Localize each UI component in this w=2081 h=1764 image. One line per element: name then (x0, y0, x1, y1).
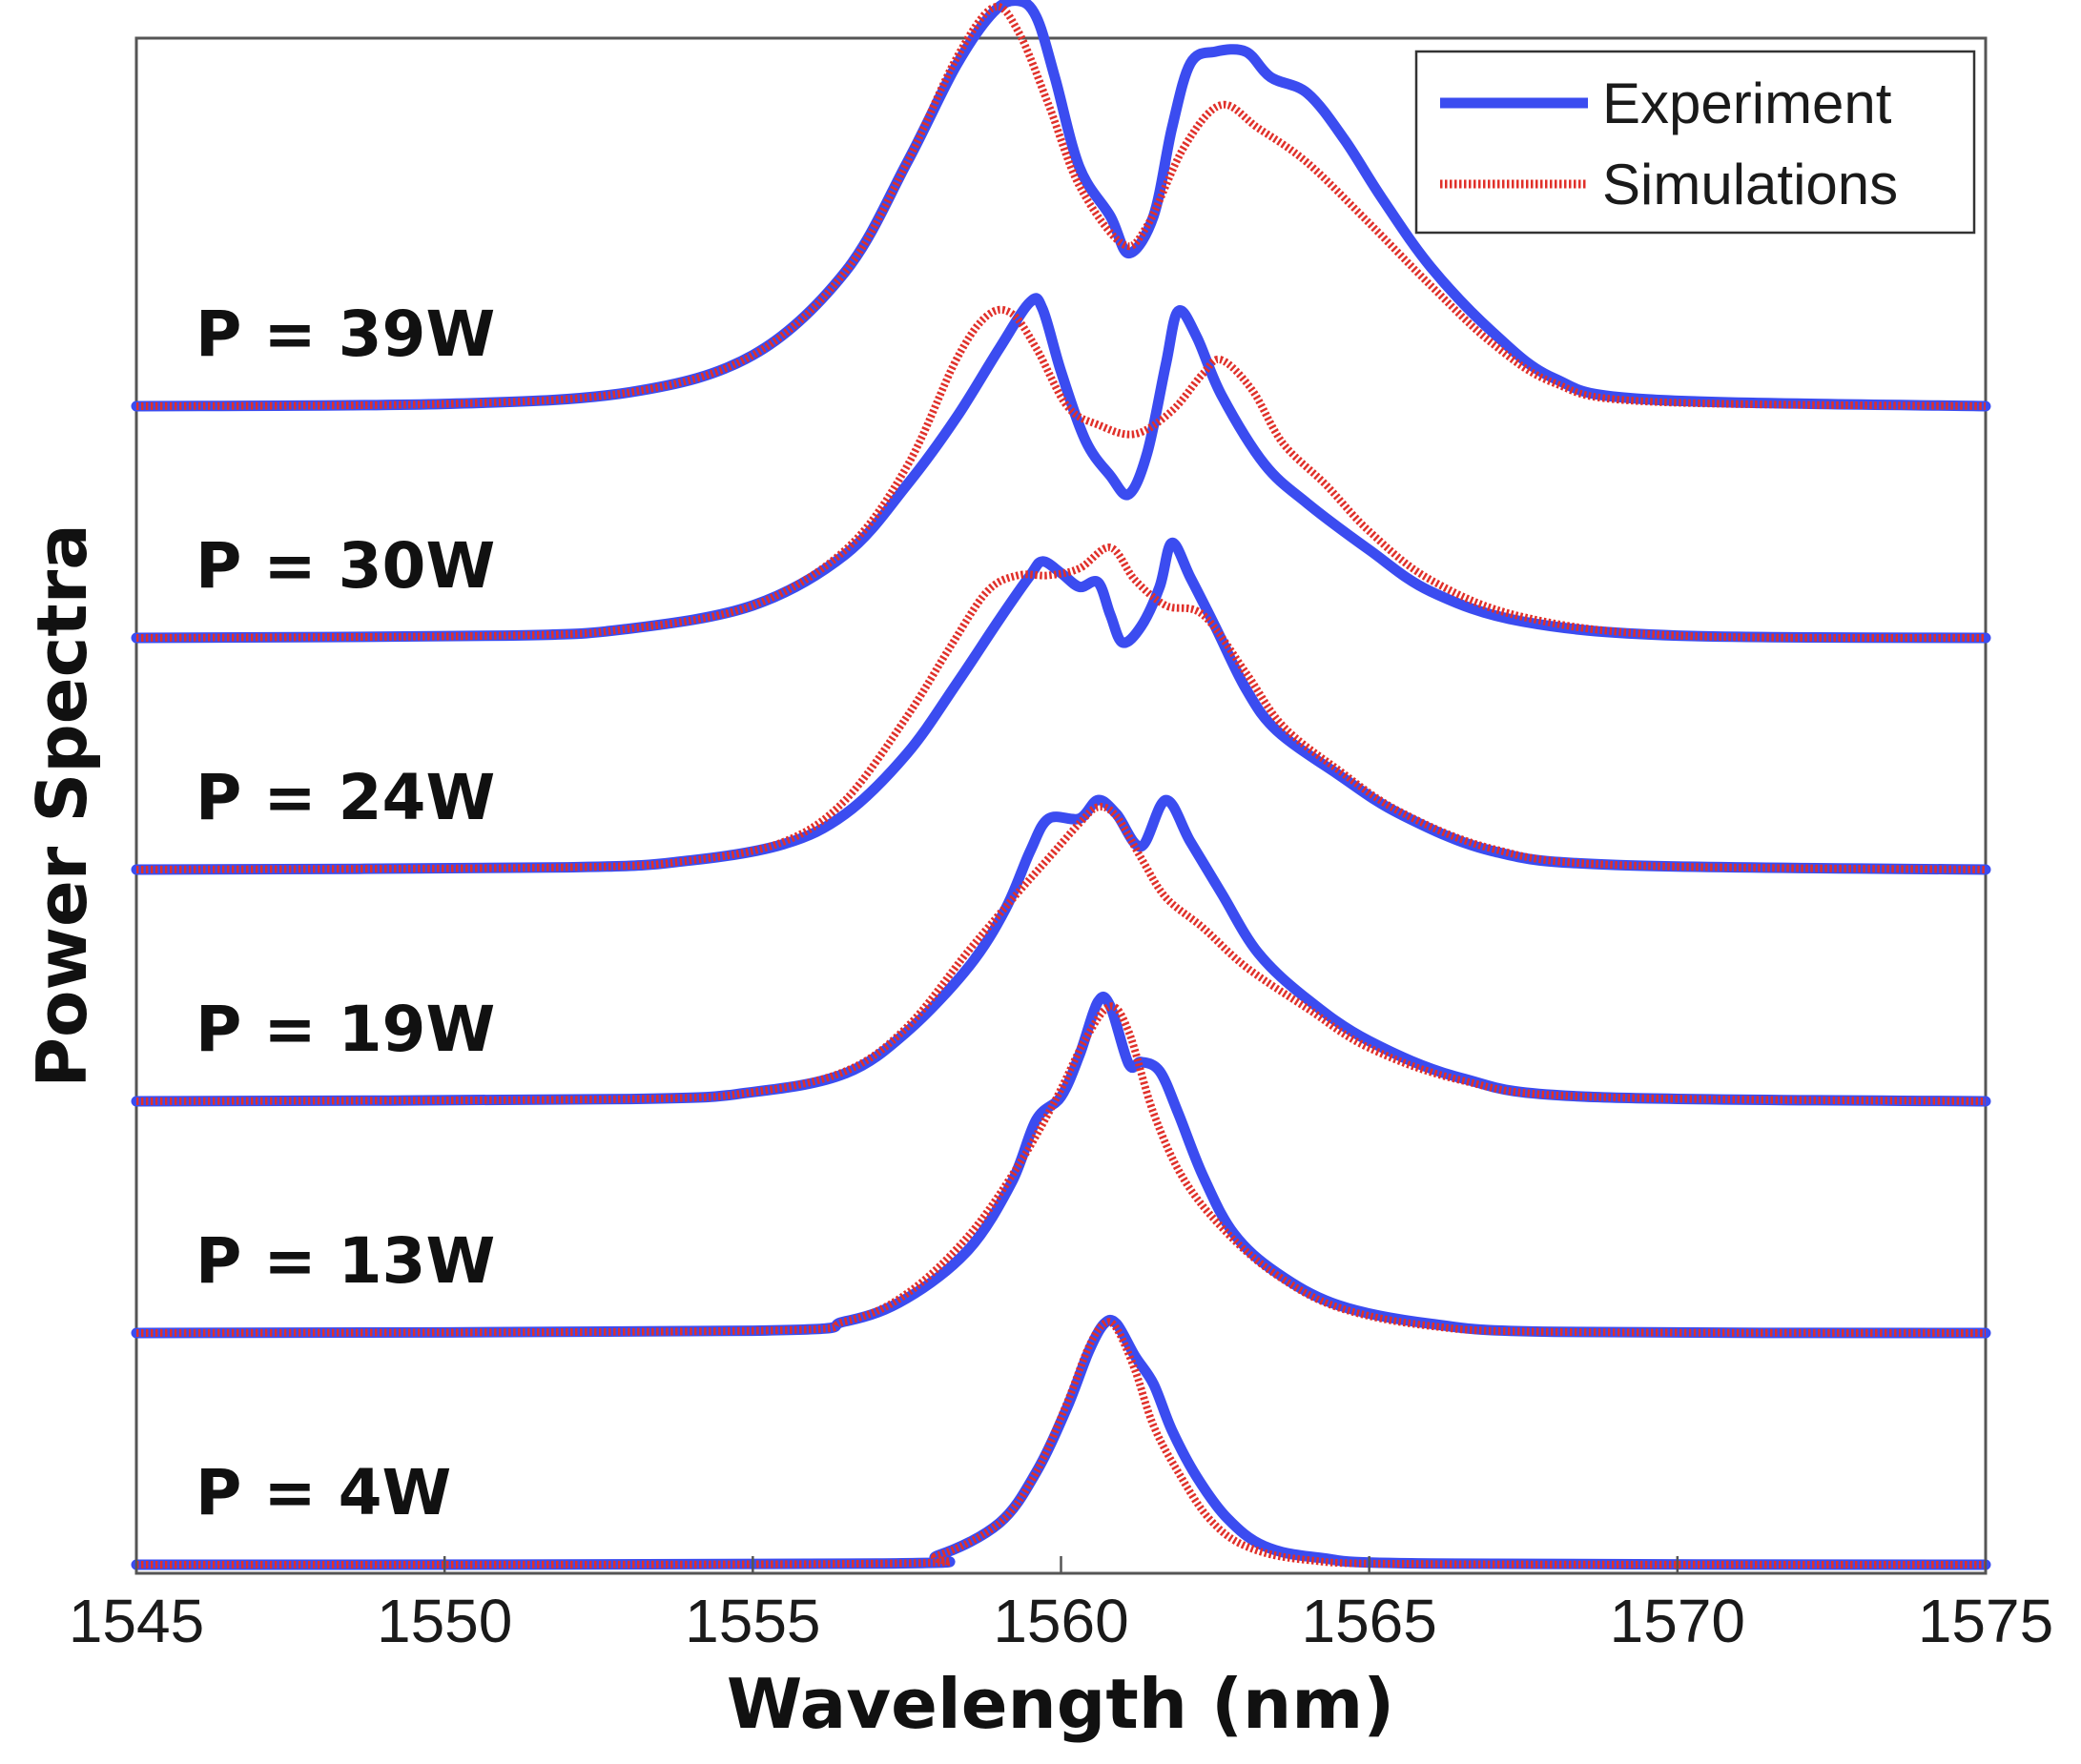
trace-label-p-13w: P = 13W (196, 1224, 495, 1298)
simulation-line-p-30w (135, 305, 1987, 643)
trace-label-p-24w: P = 24W (196, 761, 495, 834)
simulation-line-p-19w (135, 803, 1987, 1105)
experiment-line-p-30w (131, 293, 1991, 644)
legend-box (1414, 50, 1976, 235)
x-axis-ticks: 1545 1550 1555 1560 1565 1570 1575 (69, 1556, 2053, 1655)
trace-label-p-4w: P = 4W (196, 1456, 451, 1529)
simulation-line-p-39w (135, 2, 1987, 410)
x-tick-label-1560: 1560 (993, 1587, 1128, 1655)
simulation-line-p-4w (135, 1318, 1987, 1569)
legend-simulation-label: Simulations (1602, 153, 1898, 216)
plot-frame (134, 36, 1988, 1575)
trace-label-p-39w: P = 39W (196, 297, 495, 371)
x-tick-label-1575: 1575 (1918, 1587, 2053, 1655)
x-tick-label-1545: 1545 (69, 1587, 204, 1655)
legend-experiment-label: Experiment (1602, 72, 1892, 135)
x-tick-label-1565: 1565 (1301, 1587, 1436, 1655)
trace-label-p-30w: P = 30W (196, 529, 495, 603)
trace-labels: P = 4W P = 13W P = 19W P = 24W P = 30W P = 39… (196, 297, 495, 1529)
y-axis-title: Power Spectra (22, 523, 102, 1088)
x-tick-label-1550: 1550 (377, 1587, 512, 1655)
legend: Experiment Simulations (1414, 50, 1976, 235)
simulation-line-p-24w (135, 544, 1987, 873)
series-layer (131, 0, 1991, 1570)
x-tick-label-1570: 1570 (1610, 1587, 1745, 1655)
trace-label-p-19w: P = 19W (196, 993, 495, 1066)
x-axis-title: Wavelength (nm) (727, 1664, 1394, 1744)
x-tick-label-1555: 1555 (685, 1587, 820, 1655)
